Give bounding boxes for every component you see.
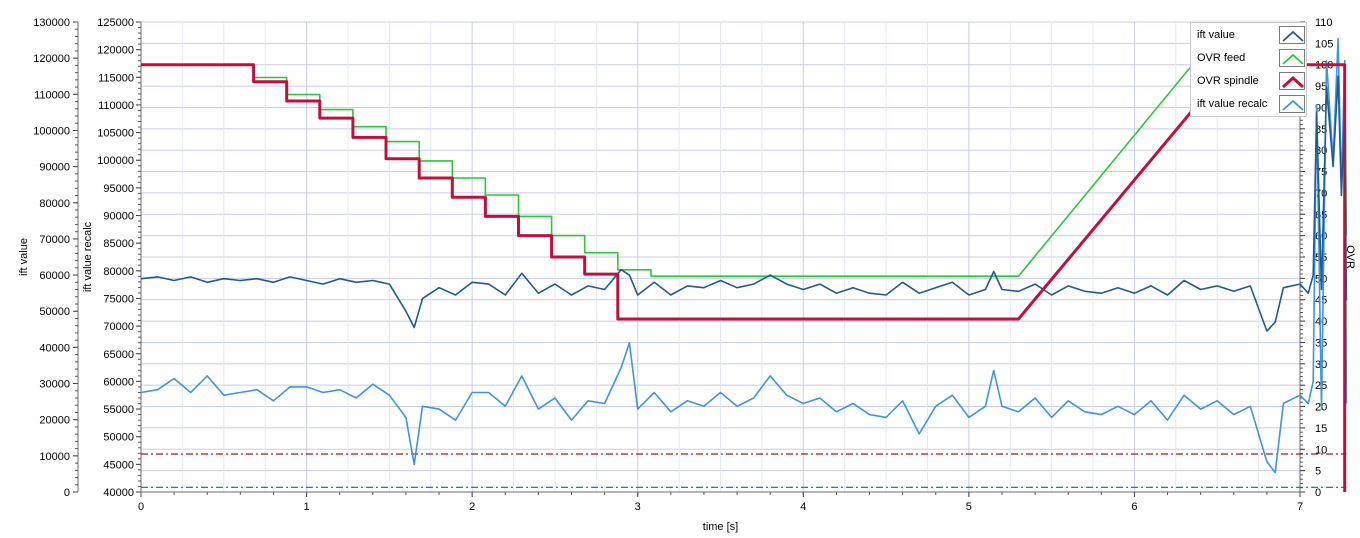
y-tick-label: 115000 [98,72,134,84]
legend-item-ift-value[interactable]: ift value [1191,24,1308,47]
legend-label: ift value recalc [1197,98,1268,110]
y-tick-label: 15 [1315,423,1327,435]
y-tick-label: 95000 [103,183,134,195]
y-tick-label: 125000 [97,17,134,29]
y-tick-label: 110 [1315,17,1333,29]
y-tick-label: 20000 [39,415,70,427]
y-tick-label: 75000 [103,293,134,305]
y-tick-label: 120000 [33,53,70,65]
y-axis-title-ift-value: ift value [18,238,30,276]
y-tick-label: 50000 [103,432,134,444]
legend-label: OVR feed [1197,52,1246,64]
y-tick-label: 110000 [34,89,70,101]
y-tick-label: 60000 [39,270,70,282]
y-tick-label: 70000 [103,321,134,333]
y-tick-label: 5 [1315,466,1321,478]
y-tick-label: 0 [1315,487,1321,499]
x-tick-label: 5 [966,501,972,513]
x-tick-label: 1 [304,501,310,513]
legend-label: ift value [1197,29,1235,41]
y-tick-label: 80000 [39,198,70,210]
legend-swatch-icon [1279,72,1305,90]
y-tick-label: 85000 [103,238,134,250]
legend-swatch-icon [1279,49,1305,67]
y-tick-label: 105 [1315,38,1333,50]
y-tick-label: 90 [1315,102,1327,114]
legend-line-icon [1282,30,1304,42]
y-tick-label: 55000 [103,404,134,416]
y-axis-title-ift-value-recalc: ift value recalc [82,221,94,292]
x-tick-label: 3 [635,501,641,513]
legend-label: OVR spindle [1197,75,1259,87]
y-tick-label: 40000 [103,487,134,499]
y-tick-label: 130000 [33,17,70,29]
y-tick-label: 105000 [97,128,134,140]
y-tick-label: 110000 [98,100,134,112]
y-tick-label: 100000 [97,155,134,167]
series-layer [140,37,1348,492]
y-tick-label: 90000 [103,211,134,223]
y-tick-label: 10000 [39,451,70,463]
legend-item-ift-value-recalc[interactable]: ift value recalc [1191,93,1308,116]
x-tick-label: 4 [800,501,806,513]
y-tick-label: 85 [1315,124,1327,136]
series-line-ift-value-recalc [140,37,1348,474]
y-tick-label: 65 [1315,209,1327,221]
y-tick-label: 45 [1315,295,1327,307]
series-line-ovr-feed [141,63,1348,278]
y-tick-label: 120000 [97,45,134,57]
y-tick-label: 65000 [103,349,134,361]
y-tick-label: 90000 [39,162,70,174]
y-tick-label: 80000 [103,266,134,278]
y-tick-label: 60 [1315,231,1327,243]
legend-line-icon [1281,75,1305,89]
legend-line-icon [1282,53,1304,65]
axes: 0 1 2 3 4 5 6 701000020000300004000050000600007… [33,17,1333,513]
series-line-ift-value [140,75,1348,332]
legend[interactable]: ift value OVR feed OVR spindle ift value… [1190,22,1307,117]
y-axis-title-ovr: OVR [1344,245,1356,269]
y-tick-label: 40 [1315,316,1327,328]
legend-swatch-icon [1279,95,1305,113]
x-tick-label: 2 [469,501,475,513]
y-tick-label: 50000 [39,306,70,318]
y-tick-label: 40000 [39,342,70,354]
x-axis-title: time [s] [703,521,738,533]
y-tick-label: 60000 [103,376,134,388]
y-tick-label: 10 [1315,444,1327,456]
y-tick-label: 100000 [33,125,70,137]
y-tick-label: 30000 [39,379,70,391]
legend-swatch-icon [1279,26,1305,44]
y-tick-label: 70000 [39,234,70,246]
x-tick-label: 7 [1297,501,1303,513]
y-tick-label: 95 [1315,81,1327,93]
legend-item-ovr-feed[interactable]: OVR feed [1191,47,1308,70]
series-line-ovr-spindle [141,63,1347,492]
x-tick-label: 6 [1131,501,1137,513]
y-tick-label: 0 [64,487,70,499]
grid [140,21,1301,493]
legend-item-ovr-spindle[interactable]: OVR spindle [1191,70,1308,93]
x-tick-label: 0 [138,501,144,513]
legend-line-icon [1282,99,1304,111]
y-tick-label: 45000 [103,459,134,471]
